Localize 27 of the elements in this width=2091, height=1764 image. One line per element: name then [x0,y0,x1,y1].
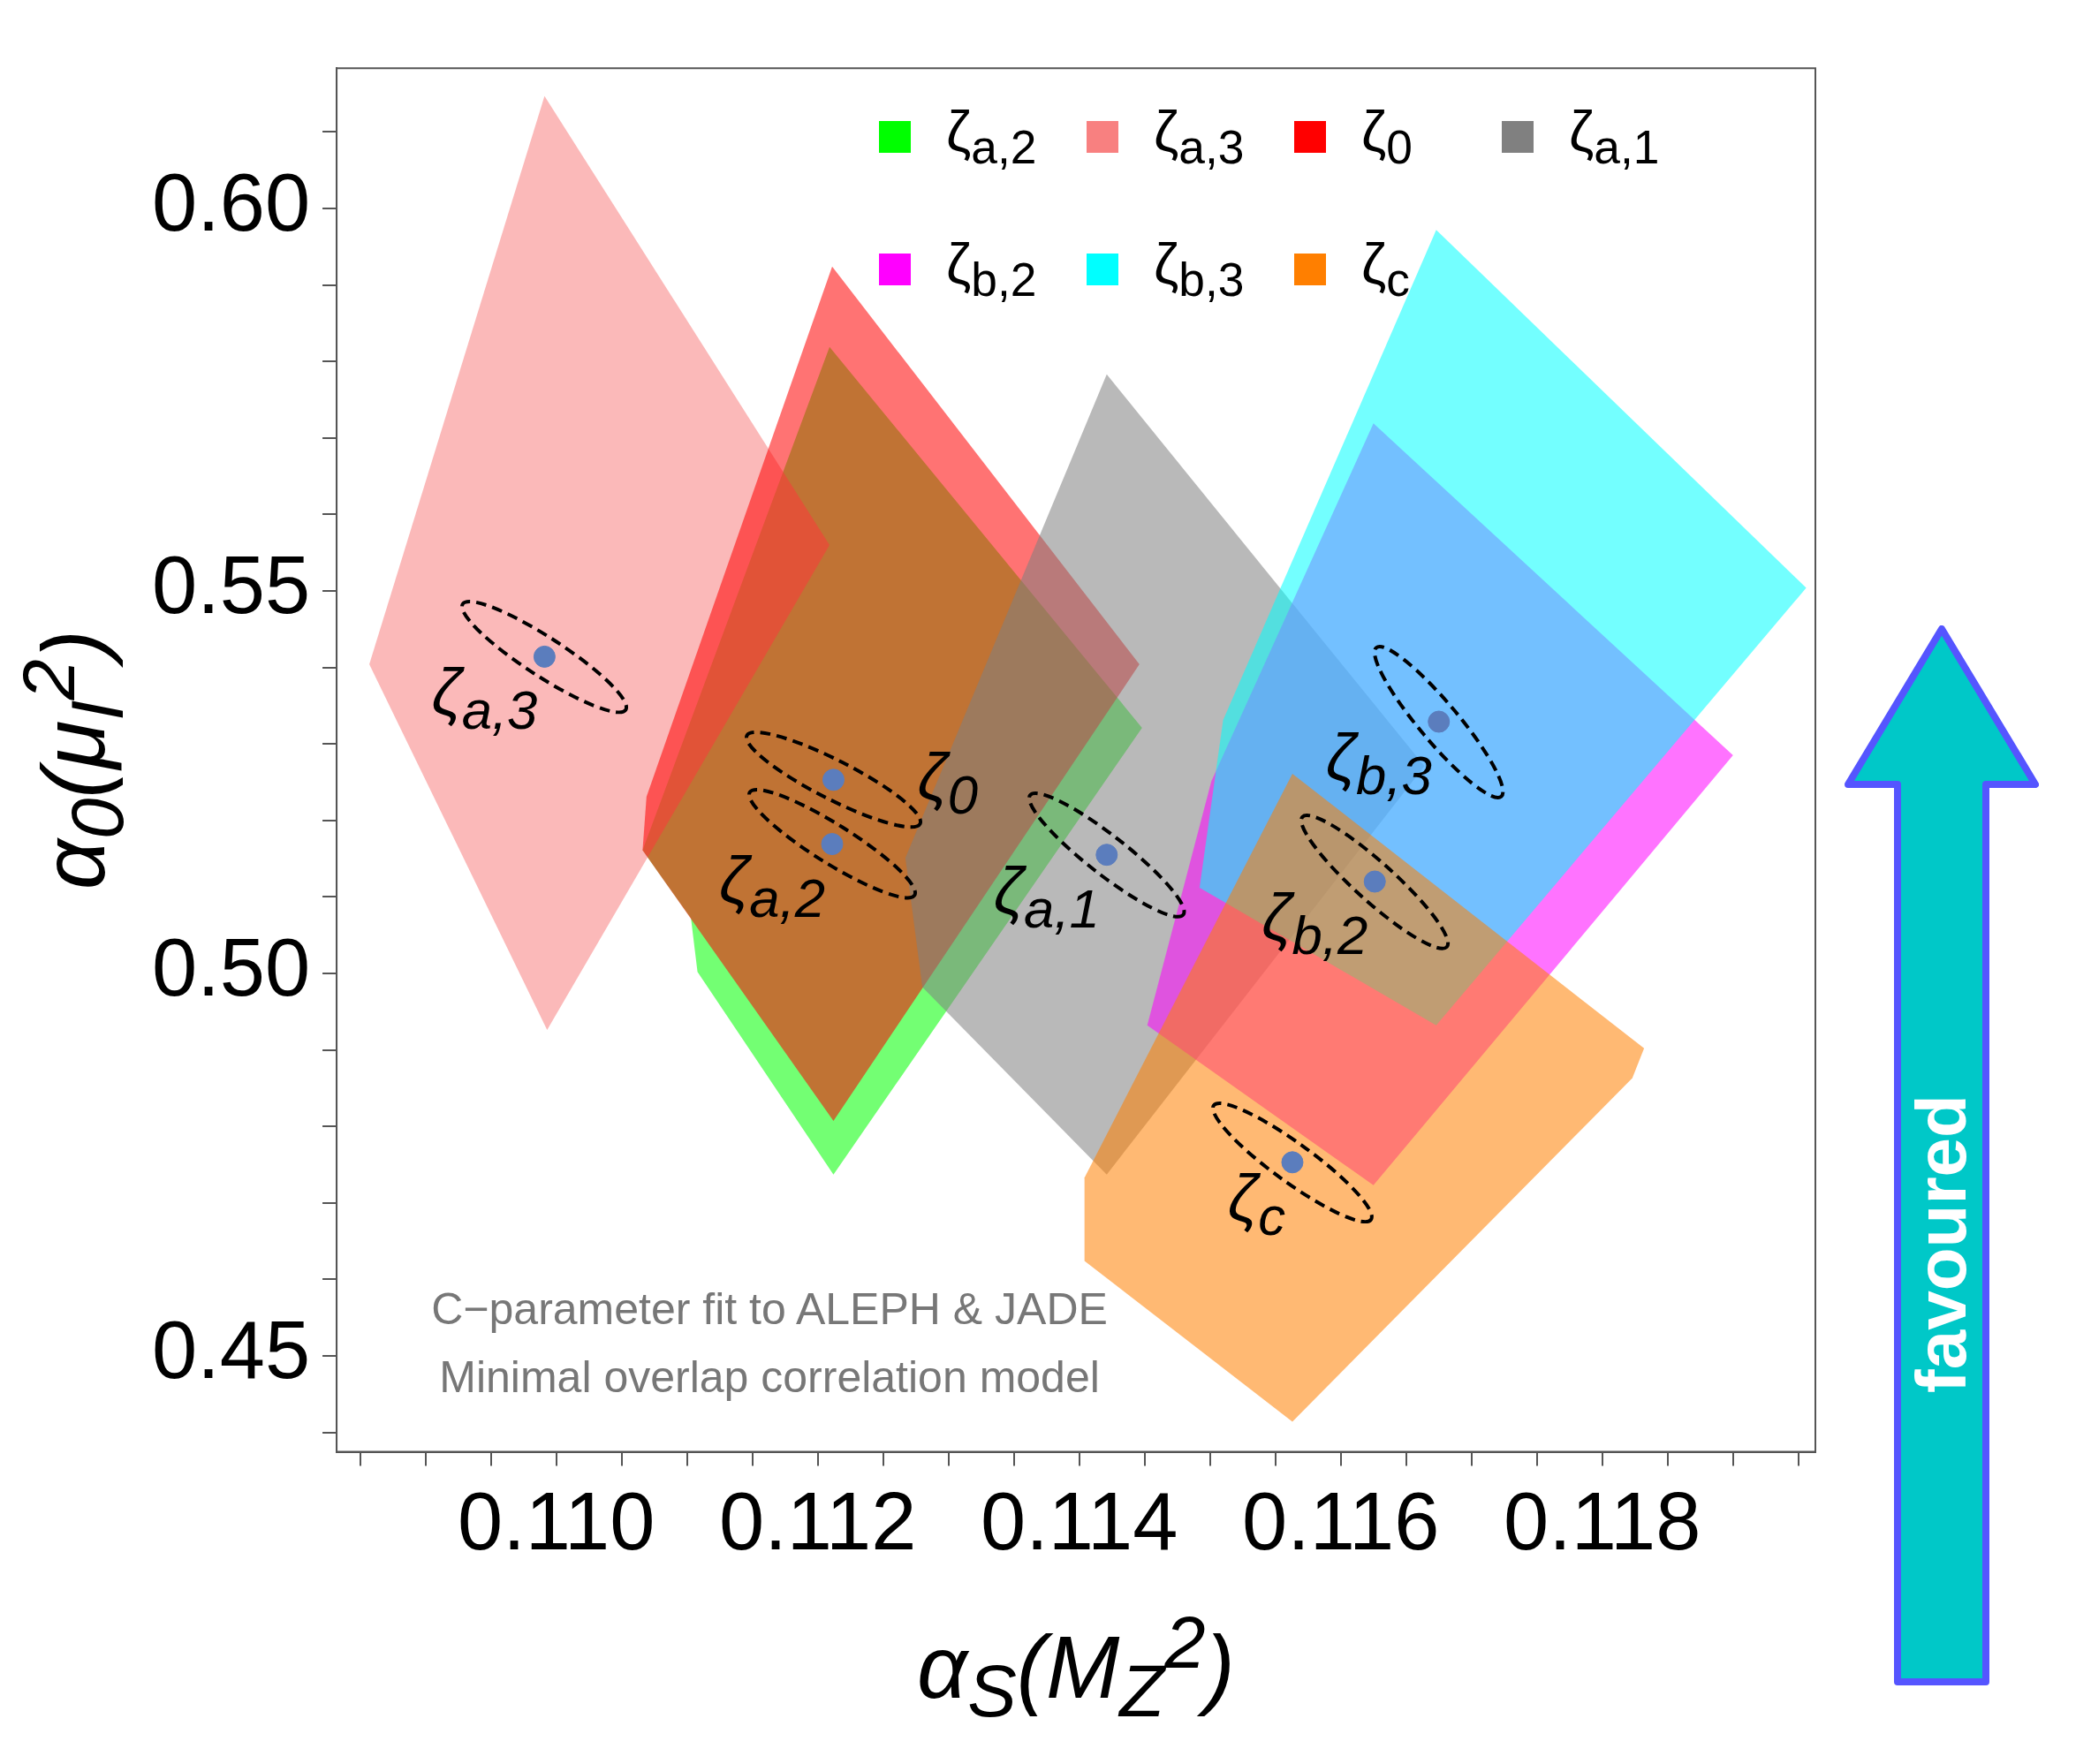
legend-label: ζ$_{0}$ [1361,100,1413,173]
x-tick-label: 0.118 [1504,1476,1701,1567]
legend-label: ζ$_{a,2}$ [946,100,1037,173]
legend-label: ζ$_{c}$ [1361,232,1410,306]
x-tick-label: 0.112 [719,1476,917,1567]
x-tick-label: 0.110 [458,1476,655,1567]
x-tick-label: 0.116 [1242,1476,1440,1567]
x-axis-title: α$_{S}$(M$_{Z}$$^{2}$) [917,1601,1235,1733]
annotation: ζ$_{b,2}$ [1261,881,1368,965]
y-tick-label: 0.55 [152,540,311,631]
annotation: ζ$_{c}$ [1227,1161,1285,1246]
y-tick-label: 0.50 [152,922,311,1013]
legend-label: ζ$_{a,3}$ [1154,100,1245,173]
legend-label: ζ$_{a,1}$ [1569,100,1660,173]
y-tick-label: 0.60 [152,157,311,248]
annotation: ζ$_{0}$ [917,739,979,825]
legend-label: ζ$_{b,3}$ [1154,232,1245,306]
annotation: Minimal overlap correlation model [438,1351,1101,1404]
y-tick-label: 0.45 [152,1305,311,1396]
legend-label: ζ$_{b,2}$ [946,232,1037,306]
annotation: ζ$_{b,3}$ [1325,721,1432,806]
annotation: C−parameter fit to ALEPH & JADE [431,1283,1108,1336]
text: favoured [1901,1094,1981,1393]
annotation: ζ$_{a,2}$ [718,843,825,928]
annotation: ζ$_{a,1}$ [993,853,1100,939]
x-tick-label: 0.114 [981,1476,1178,1567]
annotation: ζ$_{a,3}$ [431,655,538,741]
